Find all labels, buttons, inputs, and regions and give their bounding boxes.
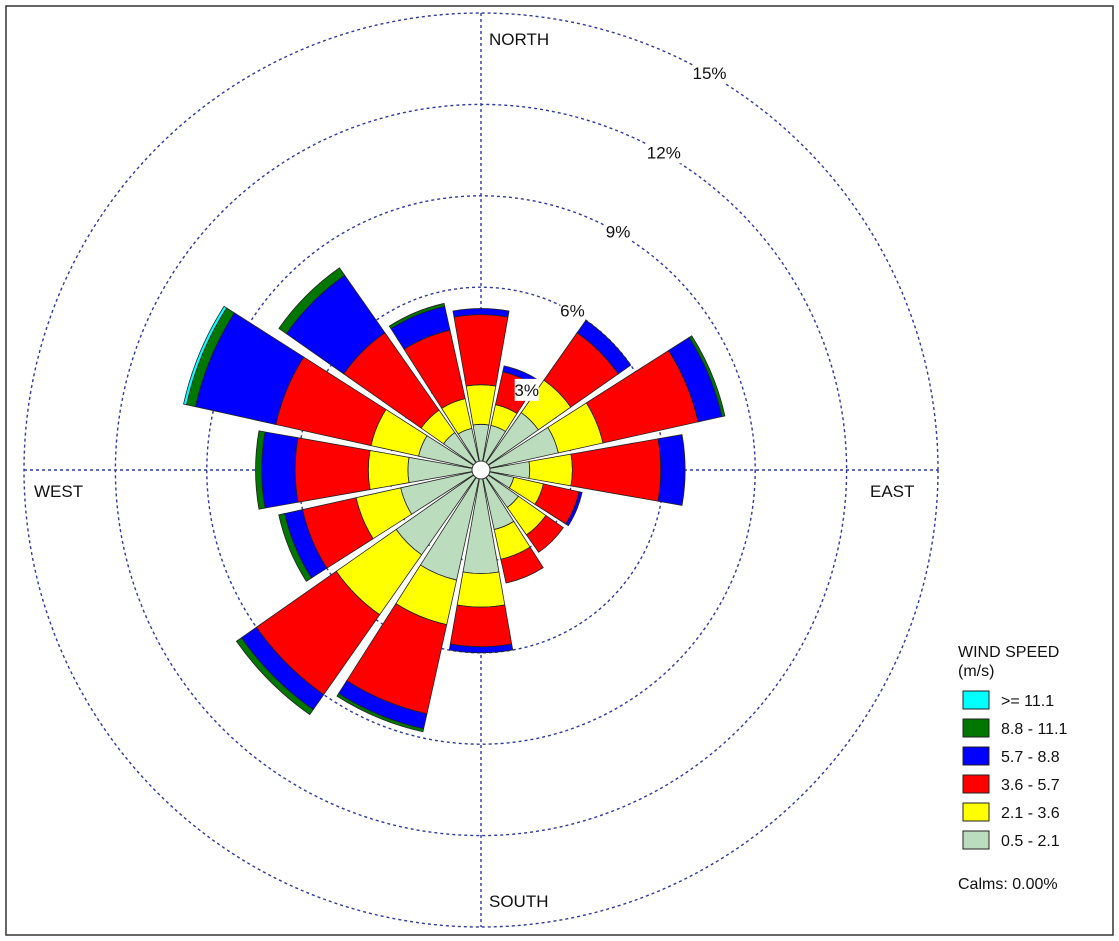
ring-label-15pct: 15% [692, 64, 726, 83]
legend-swatch-3 [962, 774, 990, 794]
south-label-bg [486, 888, 564, 912]
petal-s-bin-1 [456, 571, 506, 608]
petal-ese-bin-3 [565, 491, 583, 527]
ring-label-12pct: 12% [647, 143, 681, 162]
petal-w [255, 430, 482, 510]
north-label-bg [486, 26, 564, 50]
petal-wnw [183, 305, 482, 471]
ring-label-bg-3pct [514, 378, 539, 401]
petal-se [480, 469, 564, 553]
west-label-bg [30, 480, 98, 504]
legend: WIND SPEED (m/s) >= 11.1 8.8 - 11.1 5.7 - … [958, 644, 1068, 893]
legend-swatch-1 [962, 718, 990, 738]
wind-petals [183, 267, 726, 733]
petal-w-bin-3 [261, 431, 299, 509]
petal-ssw [336, 469, 482, 733]
petal-w-bin-4 [255, 430, 266, 510]
legend-swatch-2 [962, 746, 990, 766]
legend-swatch-5 [962, 830, 990, 850]
legend-label-2: 5.7 - 8.8 [1001, 749, 1060, 766]
petal-ssw-bin-4 [336, 692, 425, 733]
petal-se-bin-2 [525, 514, 564, 553]
east-label: EAST [870, 482, 914, 501]
petal-ne-bin-3 [576, 319, 632, 375]
ring-label-bg-6pct [560, 299, 585, 322]
center-calm-circle [471, 460, 491, 480]
petal-sse-bin-2 [500, 546, 544, 584]
petal-n-bin-3 [452, 308, 510, 318]
petal-sse [480, 469, 544, 584]
petal-nw [278, 267, 482, 471]
legend-label-3: 3.6 - 5.7 [1001, 777, 1060, 794]
legend-items: >= 11.1 8.8 - 11.1 5.7 - 8.8 3.6 - 5.7 2.1 -… [962, 690, 1068, 850]
petal-ne [480, 319, 632, 471]
petal-sw-bin-4 [235, 637, 314, 716]
east-label-bg [866, 480, 930, 504]
legend-swatch-4 [962, 802, 990, 822]
ring-label-bg-9pct [606, 220, 631, 243]
petal-sw [235, 469, 482, 716]
ring-label-6pct: 6% [560, 302, 585, 321]
south-label: SOUTH [489, 892, 549, 911]
petal-n [452, 308, 510, 471]
ring-label-bg-12pct [646, 141, 681, 164]
ring-label-3pct: 3% [514, 381, 539, 400]
legend-label-4: 2.1 - 3.6 [1001, 805, 1060, 822]
petal-s-bin-2 [449, 604, 513, 648]
legend-title: WIND SPEED [958, 644, 1059, 661]
ring-label-bg-15pct [692, 62, 727, 85]
petal-w-bin-1 [367, 449, 410, 491]
petal-wsw-bin-4 [278, 513, 312, 582]
petal-s-bin-3 [448, 643, 514, 654]
petal-wsw [278, 469, 482, 582]
legend-swatch-0 [962, 690, 990, 710]
legend-unit: (m/s) [958, 663, 994, 680]
petal-e-bin-3 [657, 434, 686, 506]
calms-label: Calms: 0.00% [958, 876, 1058, 893]
legend-label-5: 0.5 - 2.1 [1001, 833, 1060, 850]
north-label: NORTH [489, 30, 549, 49]
petal-nnw [388, 302, 482, 471]
ring-label-9pct: 9% [606, 223, 631, 242]
west-label: WEST [34, 482, 83, 501]
ring-labels: 3% 6% 9% 12% 15% [514, 62, 727, 401]
petal-ene [480, 335, 726, 471]
petal-nw-bin-4 [278, 267, 346, 335]
legend-label-1: 8.8 - 11.1 [1001, 721, 1068, 738]
petal-e [480, 434, 686, 506]
petal-nnw-bin-4 [388, 302, 446, 330]
legend-label-0: >= 11.1 [1001, 693, 1054, 710]
petal-wnw-bin-5 [183, 305, 228, 406]
petal-s [448, 469, 514, 654]
petal-ene-bin-4 [688, 335, 726, 418]
